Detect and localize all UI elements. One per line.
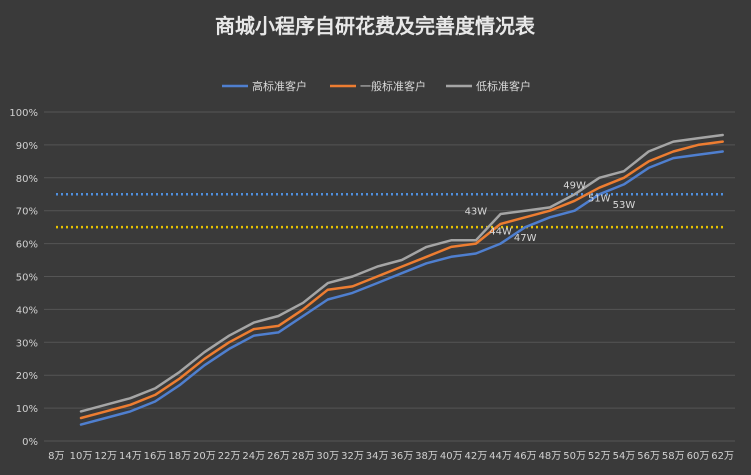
legend-label: 高标准客户: [252, 79, 307, 93]
x-tick-label: 28万: [292, 451, 315, 462]
y-tick-label: 50%: [16, 273, 38, 284]
annotation-label: 44W: [489, 226, 512, 237]
x-tick-label: 60万: [687, 451, 710, 462]
y-tick-label: 0%: [22, 437, 38, 448]
x-tick-label: 14万: [119, 451, 142, 462]
x-tick-label: 26万: [267, 451, 290, 462]
x-tick-label: 18万: [168, 451, 191, 462]
x-tick-label: 24万: [242, 451, 265, 462]
reference-lines: [56, 193, 725, 229]
y-tick-label: 90%: [16, 141, 38, 152]
y-tick-label: 30%: [16, 338, 38, 349]
x-tick-label: 22万: [218, 451, 241, 462]
x-tick-label: 32万: [341, 451, 364, 462]
chart-title: 商城小程序自研花费及完善度情况表: [215, 14, 536, 38]
x-axis-tick-labels: 8万 10万 12万 14万 16万 18万 20万 22万 24万 26万 28万 30万 32万 34…: [48, 451, 734, 462]
annotation-label: 53W: [613, 200, 636, 211]
x-tick-label: 46万: [514, 451, 537, 462]
x-tick-label: 50万: [563, 451, 586, 462]
legend-label: 低标准客户: [476, 79, 531, 93]
x-tick-label: 62万: [711, 451, 734, 462]
x-tick-label: 56万: [637, 451, 660, 462]
x-tick-label: 42万: [465, 451, 488, 462]
series-line: [79, 133, 724, 413]
x-tick-label: 38万: [415, 451, 438, 462]
series-line: [79, 140, 724, 420]
legend-label: 一般标准客户: [360, 79, 426, 93]
gridlines: [44, 111, 735, 442]
y-tick-label: 40%: [16, 305, 38, 316]
y-tick-label: 20%: [16, 371, 38, 382]
annotation-label: 47W: [514, 233, 537, 244]
x-tick-label: 20万: [193, 451, 216, 462]
y-tick-label: 10%: [16, 404, 38, 415]
annotation-label: 49W: [563, 180, 586, 191]
x-tick-label: 44万: [489, 451, 512, 462]
y-axis-tick-labels: 0% 10% 20% 30% 40% 50% 60% 70% 80% 90% 100%: [9, 108, 38, 448]
x-tick-label: 8万: [48, 451, 64, 462]
x-tick-label: 54万: [613, 451, 636, 462]
annotation-label: 51W: [588, 194, 611, 205]
x-tick-label: 12万: [94, 451, 117, 462]
x-tick-label: 48万: [539, 451, 562, 462]
x-tick-label: 52万: [588, 451, 611, 462]
y-tick-label: 80%: [16, 174, 38, 185]
x-tick-label: 30万: [316, 451, 339, 462]
y-tick-label: 60%: [16, 240, 38, 251]
x-tick-label: 58万: [662, 451, 685, 462]
x-tick-label: 10万: [70, 451, 93, 462]
y-tick-label: 70%: [16, 207, 38, 218]
x-tick-label: 40万: [440, 451, 463, 462]
series-line: [79, 150, 724, 426]
series-lines: [79, 133, 724, 426]
legend: 高标准客户 一般标准客户 低标准客户: [222, 79, 531, 93]
y-tick-label: 100%: [9, 108, 38, 119]
annotation-label: 43W: [465, 207, 488, 218]
x-tick-label: 16万: [144, 451, 167, 462]
x-tick-label: 34万: [366, 451, 389, 462]
x-tick-label: 36万: [390, 451, 413, 462]
